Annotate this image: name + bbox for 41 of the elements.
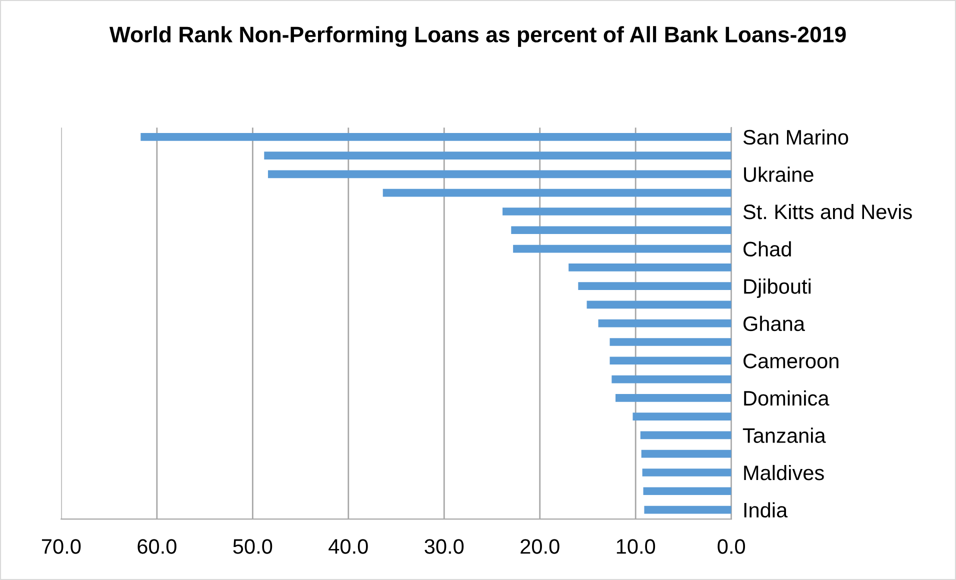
y-tick-label: India (744, 502, 788, 518)
bar (644, 506, 732, 514)
x-tick-label: 10.0 (616, 539, 656, 554)
x-tick-label: 70.0 (42, 539, 81, 554)
bar (598, 319, 732, 328)
y-tick-label: Cameroon (744, 354, 838, 368)
bar (140, 133, 732, 141)
bar (578, 282, 732, 290)
bar (382, 188, 732, 197)
bar (511, 226, 732, 234)
bar (264, 152, 732, 160)
x-tick-label: 50.0 (233, 539, 272, 554)
bar (616, 394, 732, 402)
bar (586, 300, 732, 309)
bar (568, 264, 732, 272)
bar (643, 487, 732, 496)
chart-title: World Rank Non-Performing Loans as percent of All Bank Loans-2019 (109, 26, 846, 47)
y-tick-label: Chad (744, 241, 791, 257)
bar (641, 450, 732, 458)
bar (268, 170, 732, 178)
y-tick-label: Maldives (744, 464, 824, 480)
x-tick-label: 0.0 (718, 539, 746, 554)
y-tick-label: Ukraine (744, 166, 814, 182)
y-tick-label: Dominica (744, 390, 830, 406)
y-tick-label: Djibouti (744, 278, 811, 298)
x-tick-label: 60.0 (138, 539, 176, 554)
bar (640, 431, 732, 440)
bar (632, 412, 732, 420)
bar (610, 356, 732, 365)
bar (502, 208, 732, 216)
bar (610, 338, 732, 346)
y-tick-label: Tanzania (742, 428, 826, 443)
y-tick-label: San Marino (743, 129, 848, 145)
bar (642, 468, 732, 476)
y-tick-label: Ghana (744, 316, 805, 332)
x-tick-label: 40.0 (328, 539, 368, 554)
x-tick-label: 30.0 (424, 539, 464, 554)
y-tick-label: St. Kitts and Nevis (743, 204, 912, 220)
bar (612, 375, 732, 384)
x-tick-label: 20.0 (520, 539, 560, 554)
bar (513, 244, 732, 253)
